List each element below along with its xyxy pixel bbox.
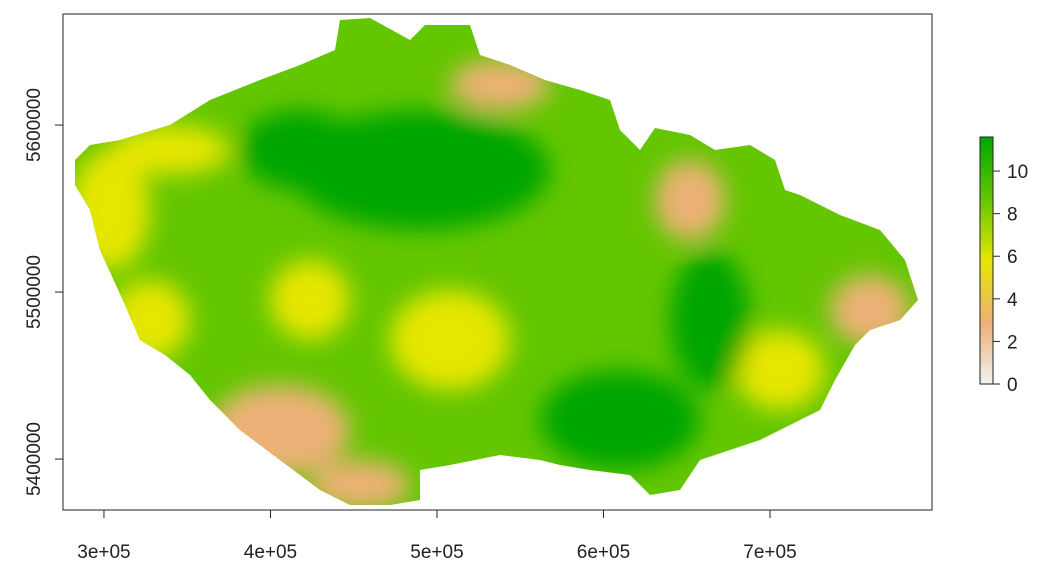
chart: 3e+05 4e+05 5e+05 6e+05 7e+05 5400000 5500000 5… [0, 0, 1050, 566]
x-tick-label: 6e+05 [577, 542, 630, 563]
colorbar-label: 8 [1007, 205, 1018, 226]
colorbar-label: 2 [1007, 332, 1018, 353]
colorbar-label: 4 [1007, 290, 1018, 311]
x-tick-label: 3e+05 [77, 542, 130, 563]
colorbar-label: 0 [1007, 375, 1018, 396]
y-tick-label: 5400000 [24, 422, 45, 496]
x-tick-label: 4e+05 [244, 542, 297, 563]
x-tick-label: 5e+05 [410, 542, 463, 563]
colorbar-label: 6 [1007, 247, 1018, 268]
y-tick-label: 5600000 [24, 88, 45, 162]
colorbar-label: 10 [1007, 162, 1028, 183]
x-tick-label: 7e+05 [743, 542, 796, 563]
colorbar [980, 137, 993, 384]
raster-map [60, 10, 930, 510]
y-tick-label: 5500000 [24, 255, 45, 329]
